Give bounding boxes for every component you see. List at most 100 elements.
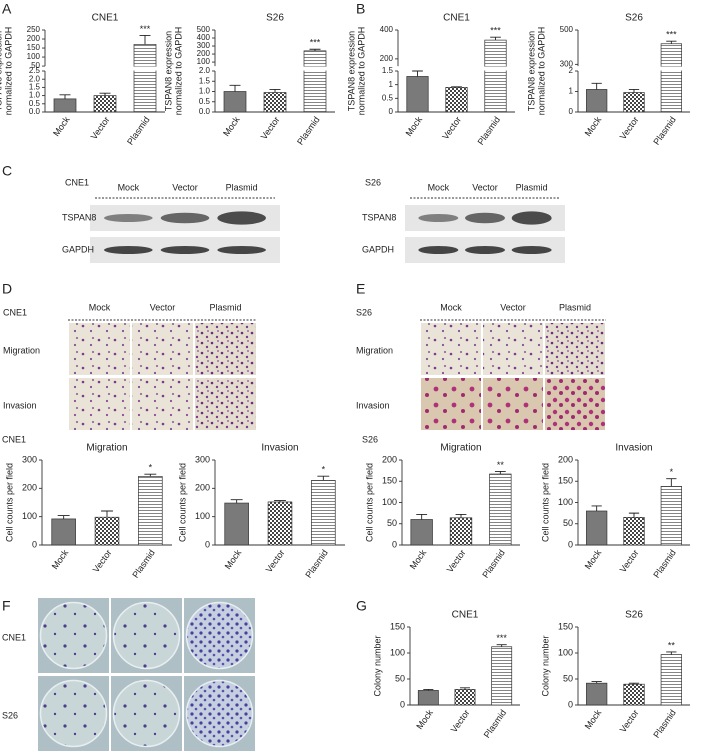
bar	[417, 690, 439, 706]
x-tick-label: Plasmid	[295, 115, 322, 147]
y-tick-label: 50	[395, 673, 405, 683]
y-axis-label: TSPAN8 expression	[526, 31, 536, 111]
y-tick-label: 2	[569, 66, 574, 75]
y-tick-label: 200	[22, 483, 37, 493]
error-bar	[591, 681, 602, 684]
y-tick-label: 300	[195, 454, 210, 464]
bar	[410, 519, 433, 546]
error-bar	[591, 82, 602, 90]
error-bar	[309, 48, 321, 51]
y-tick-label: 0	[32, 539, 37, 549]
y-tick-label: 0.0	[199, 107, 211, 116]
chart-title: CNE1	[452, 610, 479, 621]
blot-band	[465, 212, 505, 224]
error-bar	[229, 84, 241, 92]
y-tick-label: 0.0	[29, 107, 41, 116]
significance-label: ***	[310, 38, 321, 48]
error-bar	[101, 510, 113, 518]
blot-band	[511, 246, 552, 254]
x-tick-label: Mock	[50, 547, 71, 571]
micrograph	[421, 323, 481, 375]
lane-label: Vector	[172, 182, 198, 192]
x-tick-label: Mock	[583, 114, 604, 138]
micrograph	[132, 323, 193, 375]
axis-break	[394, 66, 519, 71]
chart-title: S26	[625, 610, 643, 621]
bar	[133, 44, 157, 113]
plate	[185, 601, 254, 670]
error-bar	[423, 688, 434, 691]
row-label: Migration	[356, 345, 393, 355]
significance-label: *	[322, 465, 326, 475]
x-tick-label: Vector	[259, 115, 282, 142]
x-tick-label: Mock	[414, 707, 435, 731]
bar	[223, 91, 247, 113]
y-tick-label: 100	[27, 52, 41, 61]
x-tick-label: Vector	[445, 548, 468, 575]
x-tick-label: Mock	[583, 547, 604, 571]
y-tick-label: 1	[389, 80, 394, 89]
column-label: Mock	[89, 302, 111, 312]
blot-band	[160, 246, 210, 254]
x-tick-label: Plasmid	[651, 548, 678, 580]
error-bar	[412, 70, 423, 77]
error-bar	[455, 513, 467, 518]
chart-title: CNE1	[92, 13, 119, 24]
y-tick-label: 50	[563, 673, 573, 683]
plate	[185, 679, 254, 748]
x-tick-label: Vector	[91, 548, 114, 575]
plate	[112, 601, 181, 670]
error-bar	[459, 687, 471, 690]
error-bar	[591, 505, 602, 511]
micrograph	[421, 378, 481, 430]
cell-line-label: CNE1	[3, 307, 27, 317]
panel-label: C	[2, 163, 12, 179]
x-tick-label: Vector	[89, 115, 112, 142]
y-tick-label: 200	[380, 54, 394, 63]
bar	[311, 480, 336, 546]
lane-label: Plasmid	[226, 182, 258, 192]
chart-title: CNE1	[443, 13, 470, 24]
y-axis-label: TSPAN8 expression	[346, 31, 356, 111]
column-label: Plasmid	[559, 302, 591, 312]
error-bar	[269, 89, 281, 93]
y-tick-label: 150	[382, 476, 397, 486]
bar	[94, 516, 120, 546]
error-bar	[666, 651, 677, 655]
significance-label: ***	[496, 633, 507, 643]
y-axis-label: normalized to GAPDH	[356, 27, 366, 116]
y-tick-label: 500	[197, 25, 211, 34]
x-tick-label: Vector	[618, 708, 641, 735]
x-tick-label: Mock	[51, 114, 72, 138]
panel-label: A	[2, 1, 12, 17]
error-bar	[139, 34, 151, 45]
y-tick-label: 50	[387, 518, 397, 528]
bar	[586, 510, 608, 546]
x-tick-label: Mock	[404, 114, 425, 138]
y-axis-label: Cell counts per field	[177, 463, 187, 542]
y-tick-label: 1.0	[29, 91, 41, 100]
error-bar	[451, 86, 462, 88]
y-tick-label: 0	[400, 699, 405, 709]
chart-title: Invasion	[261, 443, 298, 454]
y-tick-label: 100	[558, 647, 573, 657]
panel-label: D	[2, 281, 12, 297]
panel-label: F	[2, 598, 11, 614]
blot-band	[511, 211, 552, 225]
significance-label: **	[668, 640, 676, 650]
bar	[138, 476, 163, 546]
lane-label: Plasmid	[516, 182, 548, 192]
x-tick-label: Mock	[583, 707, 604, 731]
bar	[445, 87, 468, 113]
y-axis-label: normalized to GAPDH	[3, 27, 13, 116]
y-axis-label: TSPAN8 expression	[163, 31, 173, 111]
bar	[449, 517, 473, 546]
y-tick-label: 200	[27, 34, 41, 43]
y-tick-label: 400	[197, 33, 211, 42]
error-bar	[628, 512, 640, 518]
y-axis-label: Colony number	[540, 635, 550, 696]
bar	[93, 95, 117, 113]
y-axis-label: Colony number	[372, 635, 382, 696]
blot-band	[418, 246, 459, 254]
